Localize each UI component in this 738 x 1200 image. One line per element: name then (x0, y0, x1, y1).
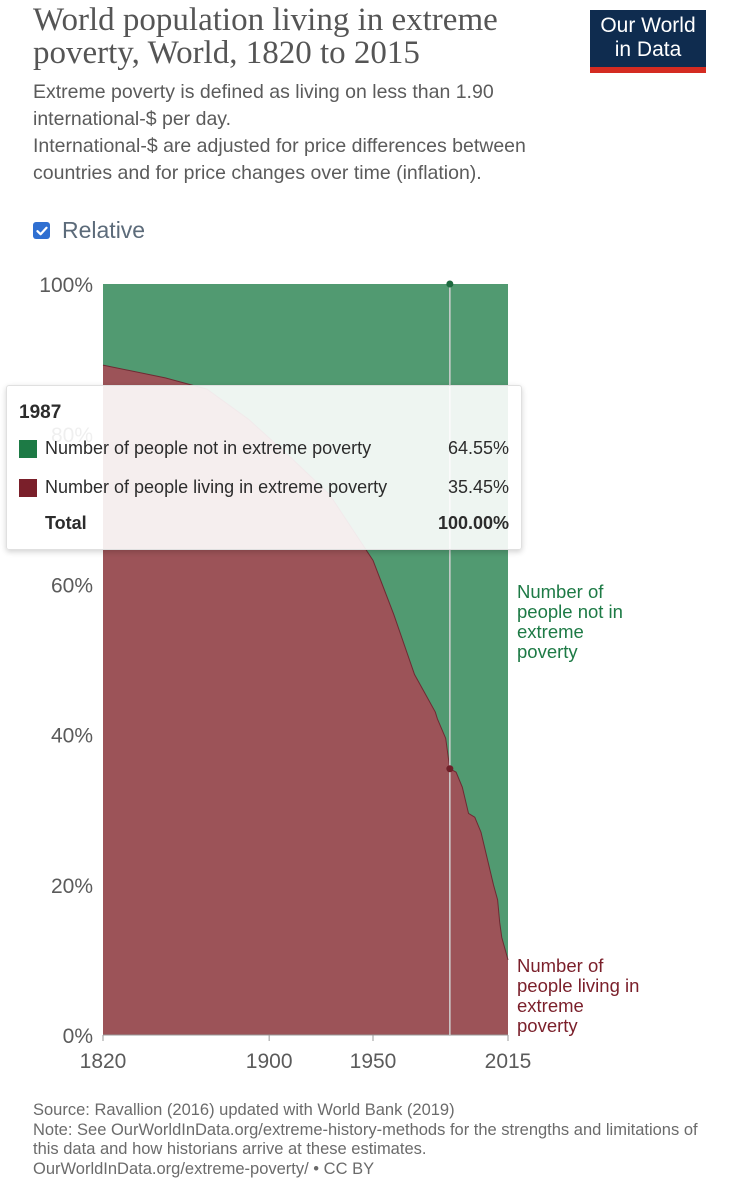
owid-logo[interactable]: Our World in Data (590, 10, 706, 73)
y-tick-label: 100% (39, 274, 93, 297)
y-tick-label: 60% (51, 574, 93, 597)
series-label-line: poverty (517, 641, 578, 662)
chart-title: World population living in extreme pover… (33, 2, 498, 71)
note-text: Note: See OurWorldInData.org/extreme-his… (33, 1120, 698, 1159)
tooltip-total-value: 100.00% (437, 513, 509, 533)
logo-text: Our World in Data (600, 14, 696, 61)
swatch-not-poor (19, 440, 37, 458)
series-label-line: people not in (517, 601, 623, 622)
hover-point-not-poor (446, 280, 454, 288)
hover-point-poor (446, 765, 454, 773)
checkmark-icon (35, 226, 48, 235)
series-label-line: extreme (517, 621, 584, 642)
series-label-line: Number of (517, 581, 604, 602)
swatch-poor (19, 479, 37, 497)
tooltip-total-label: Total (45, 513, 87, 533)
subtitle-line-1: Extreme poverty is defined as living on … (33, 81, 494, 130)
series-label-line: people living in (517, 975, 639, 996)
relative-checkbox[interactable] (33, 222, 50, 239)
tooltip-series-value: 35.45% (447, 477, 509, 497)
series-label-line: Number of (517, 955, 604, 976)
x-tick-label: 1820 (80, 1050, 127, 1073)
series-label-line: extreme (517, 995, 584, 1016)
license-link[interactable]: OurWorldInData.org/extreme-poverty/ • CC… (33, 1159, 375, 1178)
series-label-line: poverty (517, 1015, 578, 1036)
chart-subtitle: Extreme poverty is defined as living on … (33, 79, 593, 187)
x-tick-label: 1900 (246, 1050, 293, 1073)
y-tick-label: 0% (63, 1025, 93, 1048)
source-text: Source: Ravallion (2016) updated with Wo… (33, 1101, 455, 1119)
y-tick-label: 40% (51, 725, 93, 748)
tooltip-year: 1987 (19, 402, 62, 423)
y-tick-label: 20% (51, 875, 93, 898)
tooltip-series-name: Number of people living in extreme pover… (45, 477, 388, 497)
subtitle-line-2: International-$ are adjusted for price d… (33, 135, 526, 184)
tooltip-series-name: Number of people not in extreme poverty (45, 438, 372, 458)
logo-bar (590, 67, 706, 73)
tooltip-series-value: 64.55% (447, 438, 509, 458)
relative-toggle[interactable]: Relative (33, 217, 145, 244)
x-tick-label: 1950 (350, 1050, 397, 1073)
x-tick-label: 2015 (485, 1050, 532, 1073)
hover-tooltip: 1987 Number of people not in extreme pov… (6, 385, 522, 550)
chart-footer: Source: Ravallion (2016) updated with Wo… (33, 1101, 723, 1179)
relative-label: Relative (62, 217, 146, 243)
